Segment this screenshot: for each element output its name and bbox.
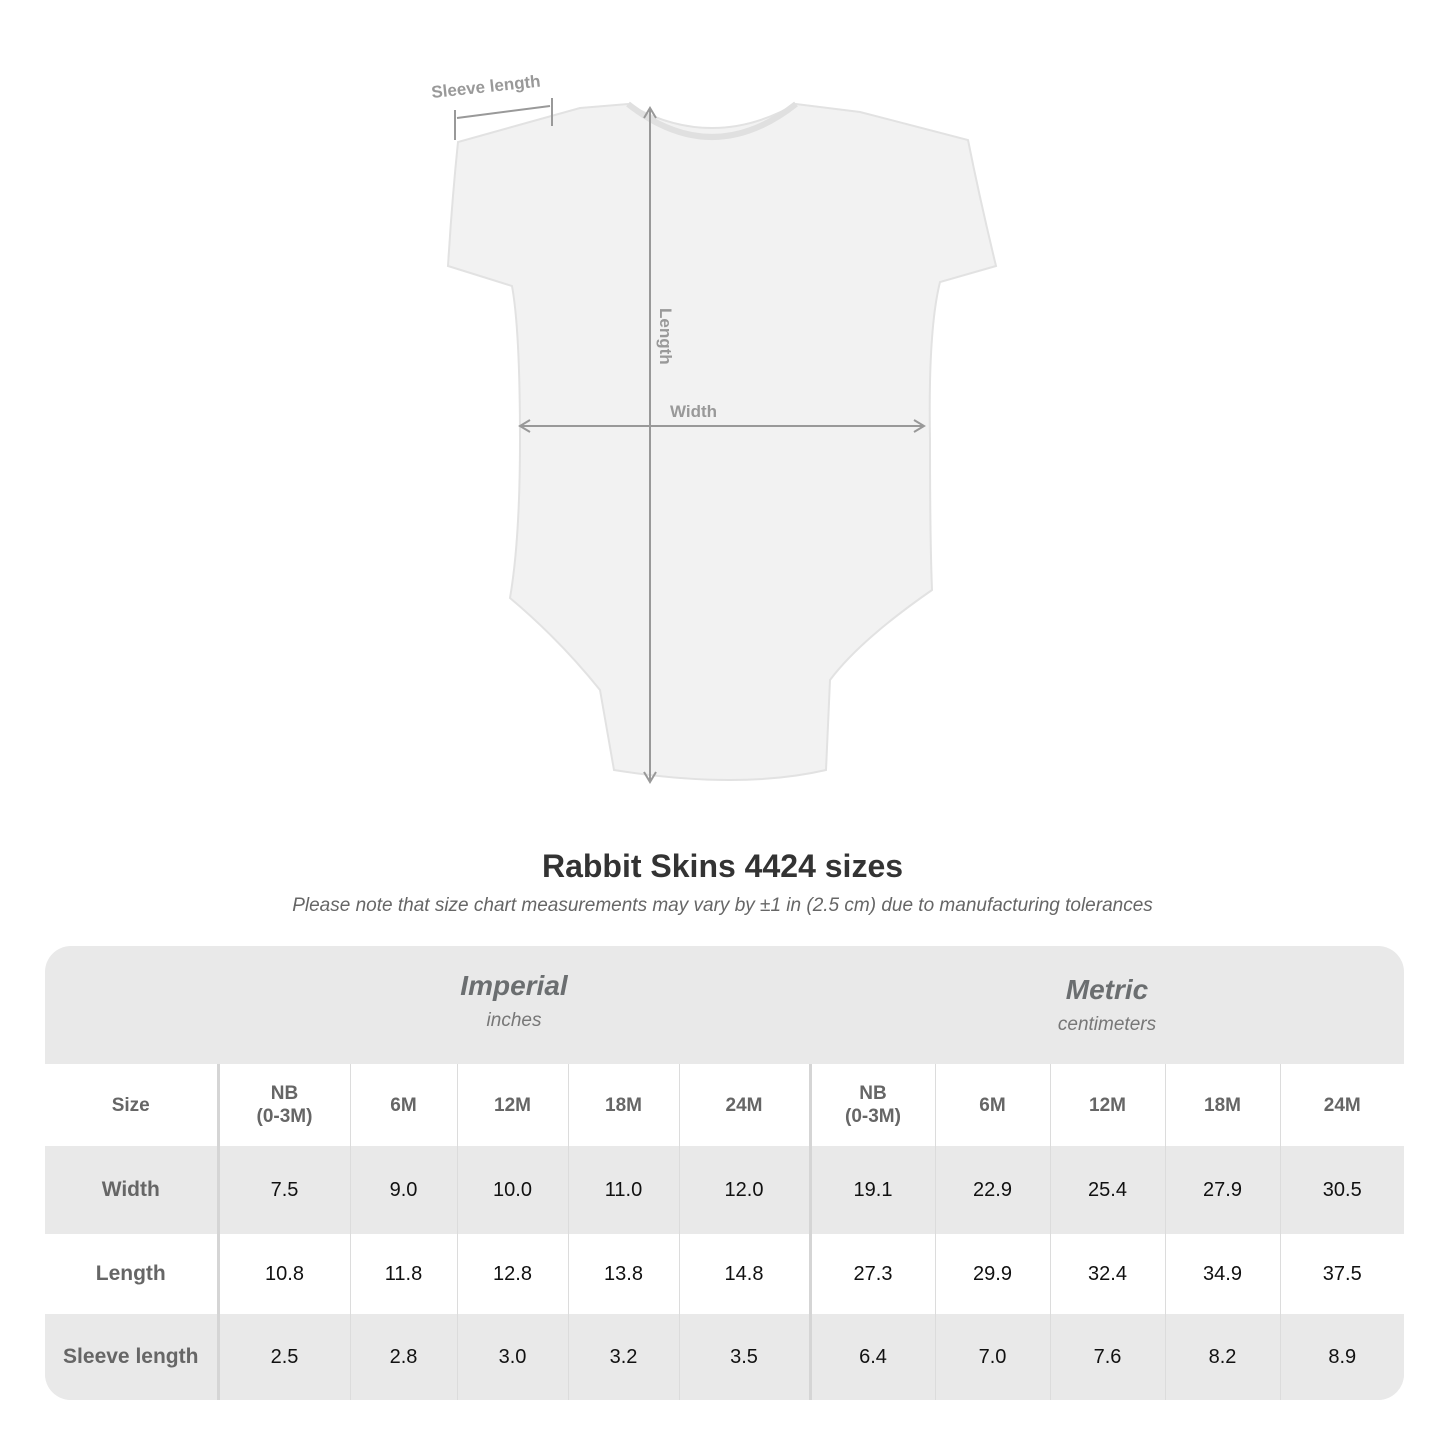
size-label: Size bbox=[45, 1064, 220, 1146]
imperial-size-header: 24M bbox=[678, 1064, 810, 1146]
length-label: Length bbox=[656, 308, 675, 365]
imperial-size-header: NB (0-3M) bbox=[217, 1064, 350, 1146]
imperial-size-header: 12M bbox=[456, 1064, 568, 1146]
size-chart: Imperial inches Metric centimeters Size N… bbox=[45, 946, 1404, 1400]
sleeve-length-label: Sleeve length bbox=[430, 72, 541, 102]
metric-title: Metric bbox=[1065, 974, 1149, 1005]
size-table: Size NB (0-3M) 6M 12M 18M 24M NB (0-3M) 6M 12M 18M 2… bbox=[45, 1064, 1404, 1400]
metric-value-cell: 37.5 bbox=[1279, 1234, 1404, 1314]
measurement-arrows bbox=[454, 98, 926, 784]
metric-value-cell: 29.9 bbox=[934, 1234, 1050, 1314]
metric-header: Metric centimeters bbox=[810, 946, 1404, 1064]
imperial-value-cell: 12.0 bbox=[678, 1146, 810, 1234]
metric-value-cell: 19.1 bbox=[808, 1146, 935, 1234]
imperial-size-header: 18M bbox=[567, 1064, 679, 1146]
imperial-value-cell: 3.2 bbox=[567, 1314, 679, 1400]
metric-value-cell: 22.9 bbox=[934, 1146, 1050, 1234]
row-label: Length bbox=[45, 1234, 220, 1314]
imperial-value-cell: 3.0 bbox=[456, 1314, 568, 1400]
metric-value-cell: 27.9 bbox=[1164, 1146, 1280, 1234]
onesie-collar bbox=[626, 101, 798, 140]
metric-value-cell: 8.2 bbox=[1164, 1314, 1280, 1400]
imperial-value-cell: 12.8 bbox=[456, 1234, 568, 1314]
metric-size-header: 6M bbox=[934, 1064, 1050, 1146]
imperial-value-cell: 2.8 bbox=[349, 1314, 457, 1400]
imperial-value-cell: 9.0 bbox=[349, 1146, 457, 1234]
metric-value-cell: 30.5 bbox=[1279, 1146, 1404, 1234]
onesie-measurement-diagram: Sleeve length Length Width bbox=[430, 72, 998, 784]
imperial-size-header: 6M bbox=[349, 1064, 457, 1146]
metric-value-cell: 32.4 bbox=[1049, 1234, 1165, 1314]
metric-value-cell: 6.4 bbox=[808, 1314, 935, 1400]
onesie-garment-image bbox=[446, 102, 998, 781]
width-label: Width bbox=[670, 402, 717, 421]
table-row: Width 7.5 9.0 10.0 11.0 12.0 19.1 22.9 25.4 27.9 3… bbox=[45, 1146, 1404, 1234]
imperial-unit: inches bbox=[486, 1010, 542, 1031]
imperial-title: Imperial bbox=[460, 970, 568, 1001]
imperial-value-cell: 7.5 bbox=[217, 1146, 350, 1234]
imperial-value-cell: 10.0 bbox=[456, 1146, 568, 1234]
tolerance-note: Please note that size chart measurements… bbox=[292, 895, 1153, 916]
imperial-value-cell: 10.8 bbox=[217, 1234, 350, 1314]
metric-value-cell: 7.6 bbox=[1049, 1314, 1165, 1400]
metric-size-header: 24M bbox=[1279, 1064, 1404, 1146]
metric-value-cell: 7.0 bbox=[934, 1314, 1050, 1400]
table-row: Length 10.8 11.8 12.8 13.8 14.8 27.3 29.9 32.4 34… bbox=[45, 1234, 1404, 1314]
metric-value-cell: 25.4 bbox=[1049, 1146, 1165, 1234]
imperial-value-cell: 11.8 bbox=[349, 1234, 457, 1314]
imperial-value-cell: 14.8 bbox=[678, 1234, 810, 1314]
metric-value-cell: 34.9 bbox=[1164, 1234, 1280, 1314]
imperial-value-cell: 2.5 bbox=[217, 1314, 350, 1400]
metric-value-cell: 8.9 bbox=[1279, 1314, 1404, 1400]
metric-size-header: 12M bbox=[1049, 1064, 1165, 1146]
row-label: Sleeve length bbox=[45, 1314, 220, 1400]
imperial-header: Imperial inches bbox=[218, 946, 810, 1064]
metric-size-header: 18M bbox=[1164, 1064, 1280, 1146]
row-label: Width bbox=[45, 1146, 220, 1234]
imperial-value-cell: 3.5 bbox=[678, 1314, 810, 1400]
imperial-value-cell: 13.8 bbox=[567, 1234, 679, 1314]
table-row: Sleeve length 2.5 2.8 3.0 3.2 3.5 6.4 7.0 7.6 8.2… bbox=[45, 1314, 1404, 1400]
page-title: Rabbit Skins 4424 sizes bbox=[541, 848, 904, 884]
metric-value-cell: 27.3 bbox=[808, 1234, 935, 1314]
metric-unit: centimeters bbox=[1057, 1014, 1157, 1035]
metric-size-header: NB (0-3M) bbox=[808, 1064, 935, 1146]
imperial-value-cell: 11.0 bbox=[567, 1146, 679, 1234]
